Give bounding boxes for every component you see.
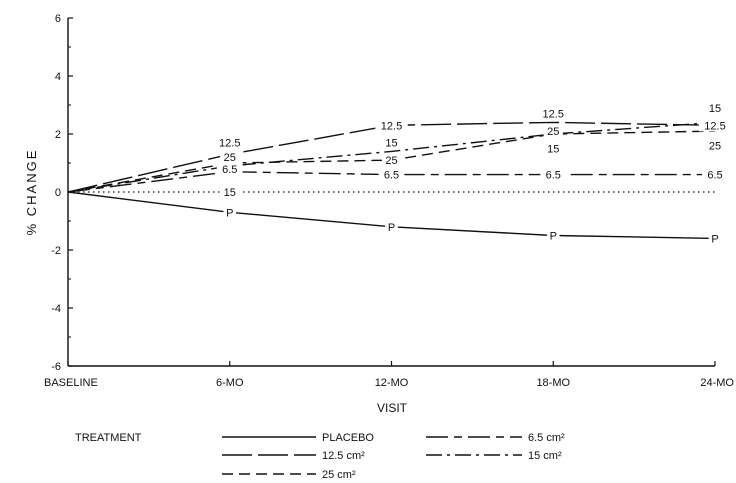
point-label-bg [546,228,560,242]
point-label: P [226,207,233,219]
point-label-bg [223,205,237,219]
legend-label-25-cm: 25 cm² [322,469,356,481]
point-label: 15 [709,103,721,115]
legend-label-15-cm: 15 cm² [528,450,562,462]
point-label-bg [381,153,402,167]
point-label: 12.5 [381,120,402,132]
point-label: P [388,222,395,234]
x-tick-label: BASELINE [44,377,98,389]
point-label-bg [543,124,563,138]
point-label-bg [537,106,570,120]
point-label: 15 [547,144,559,156]
axes [67,18,715,367]
point-label-bg [220,185,240,198]
point-label-bg [381,135,402,149]
point-label: 6.5 [707,170,722,182]
point-label-bg [705,100,725,114]
point-label-bg [213,135,246,149]
y-tick-label: -2 [51,245,61,257]
point-label-bg [702,167,728,181]
point-label: 12.5 [219,138,240,150]
y-tick-label: 0 [55,187,61,199]
point-label-bg [378,167,405,181]
legend-label-placebo: PLACEBO [322,432,374,444]
point-label: P [711,233,718,245]
point-label: 25 [547,126,559,138]
point-label-bg [708,231,722,245]
y-tick-label: -6 [51,361,61,373]
point-labels: 12.5256.515P12.515256.5P12.525156.5P1512… [213,100,732,245]
point-label: 6.5 [222,164,237,176]
point-label: 25 [385,155,397,167]
x-axis-label: VISIT [377,401,408,415]
point-label: 25 [709,141,721,153]
point-label: 6.5 [384,170,399,182]
y-tick-label: -4 [51,303,61,315]
ticks: 6 4 2 0 -2 -4 -6 BASELINE 6-MO 12-MO 18-MO 24-MO [44,13,734,389]
x-tick-label: 12-MO [375,377,409,389]
point-label-bg [698,118,732,132]
x-tick-label: 6-MO [216,377,244,389]
y-axis-label: % CHANGE [24,149,39,236]
point-label: 15 [224,187,236,199]
point-label: 25 [224,152,236,164]
point-label: 15 [385,138,397,150]
y-tick-label: 4 [55,71,61,83]
legend: TREATMENT PLACEBO 6.5 cm² 12.5 cm² 15 cm² 25… [75,432,565,481]
x-tick-label: 18-MO [536,377,570,389]
point-label: P [550,231,557,243]
point-label-bg [216,161,243,175]
y-tick-label: 2 [55,129,61,141]
legend-label-12-5-cm: 12.5 cm² [322,450,365,462]
point-label-bg [220,150,240,164]
point-label-bg [543,141,563,155]
point-label: 12.5 [543,109,564,121]
series-line-15-cm [67,121,716,193]
point-label-bg [705,138,725,152]
point-label: 12.5 [704,120,725,132]
y-tick-label: 6 [55,13,61,25]
point-label-bg [540,167,567,181]
x-tick-label: 24-MO [700,377,734,389]
point-label-bg [375,118,408,132]
legend-title: TREATMENT [75,432,142,444]
point-label-bg [385,219,398,233]
legend-label-6-5-cm: 6.5 cm² [528,432,565,444]
point-label: 6.5 [546,170,561,182]
